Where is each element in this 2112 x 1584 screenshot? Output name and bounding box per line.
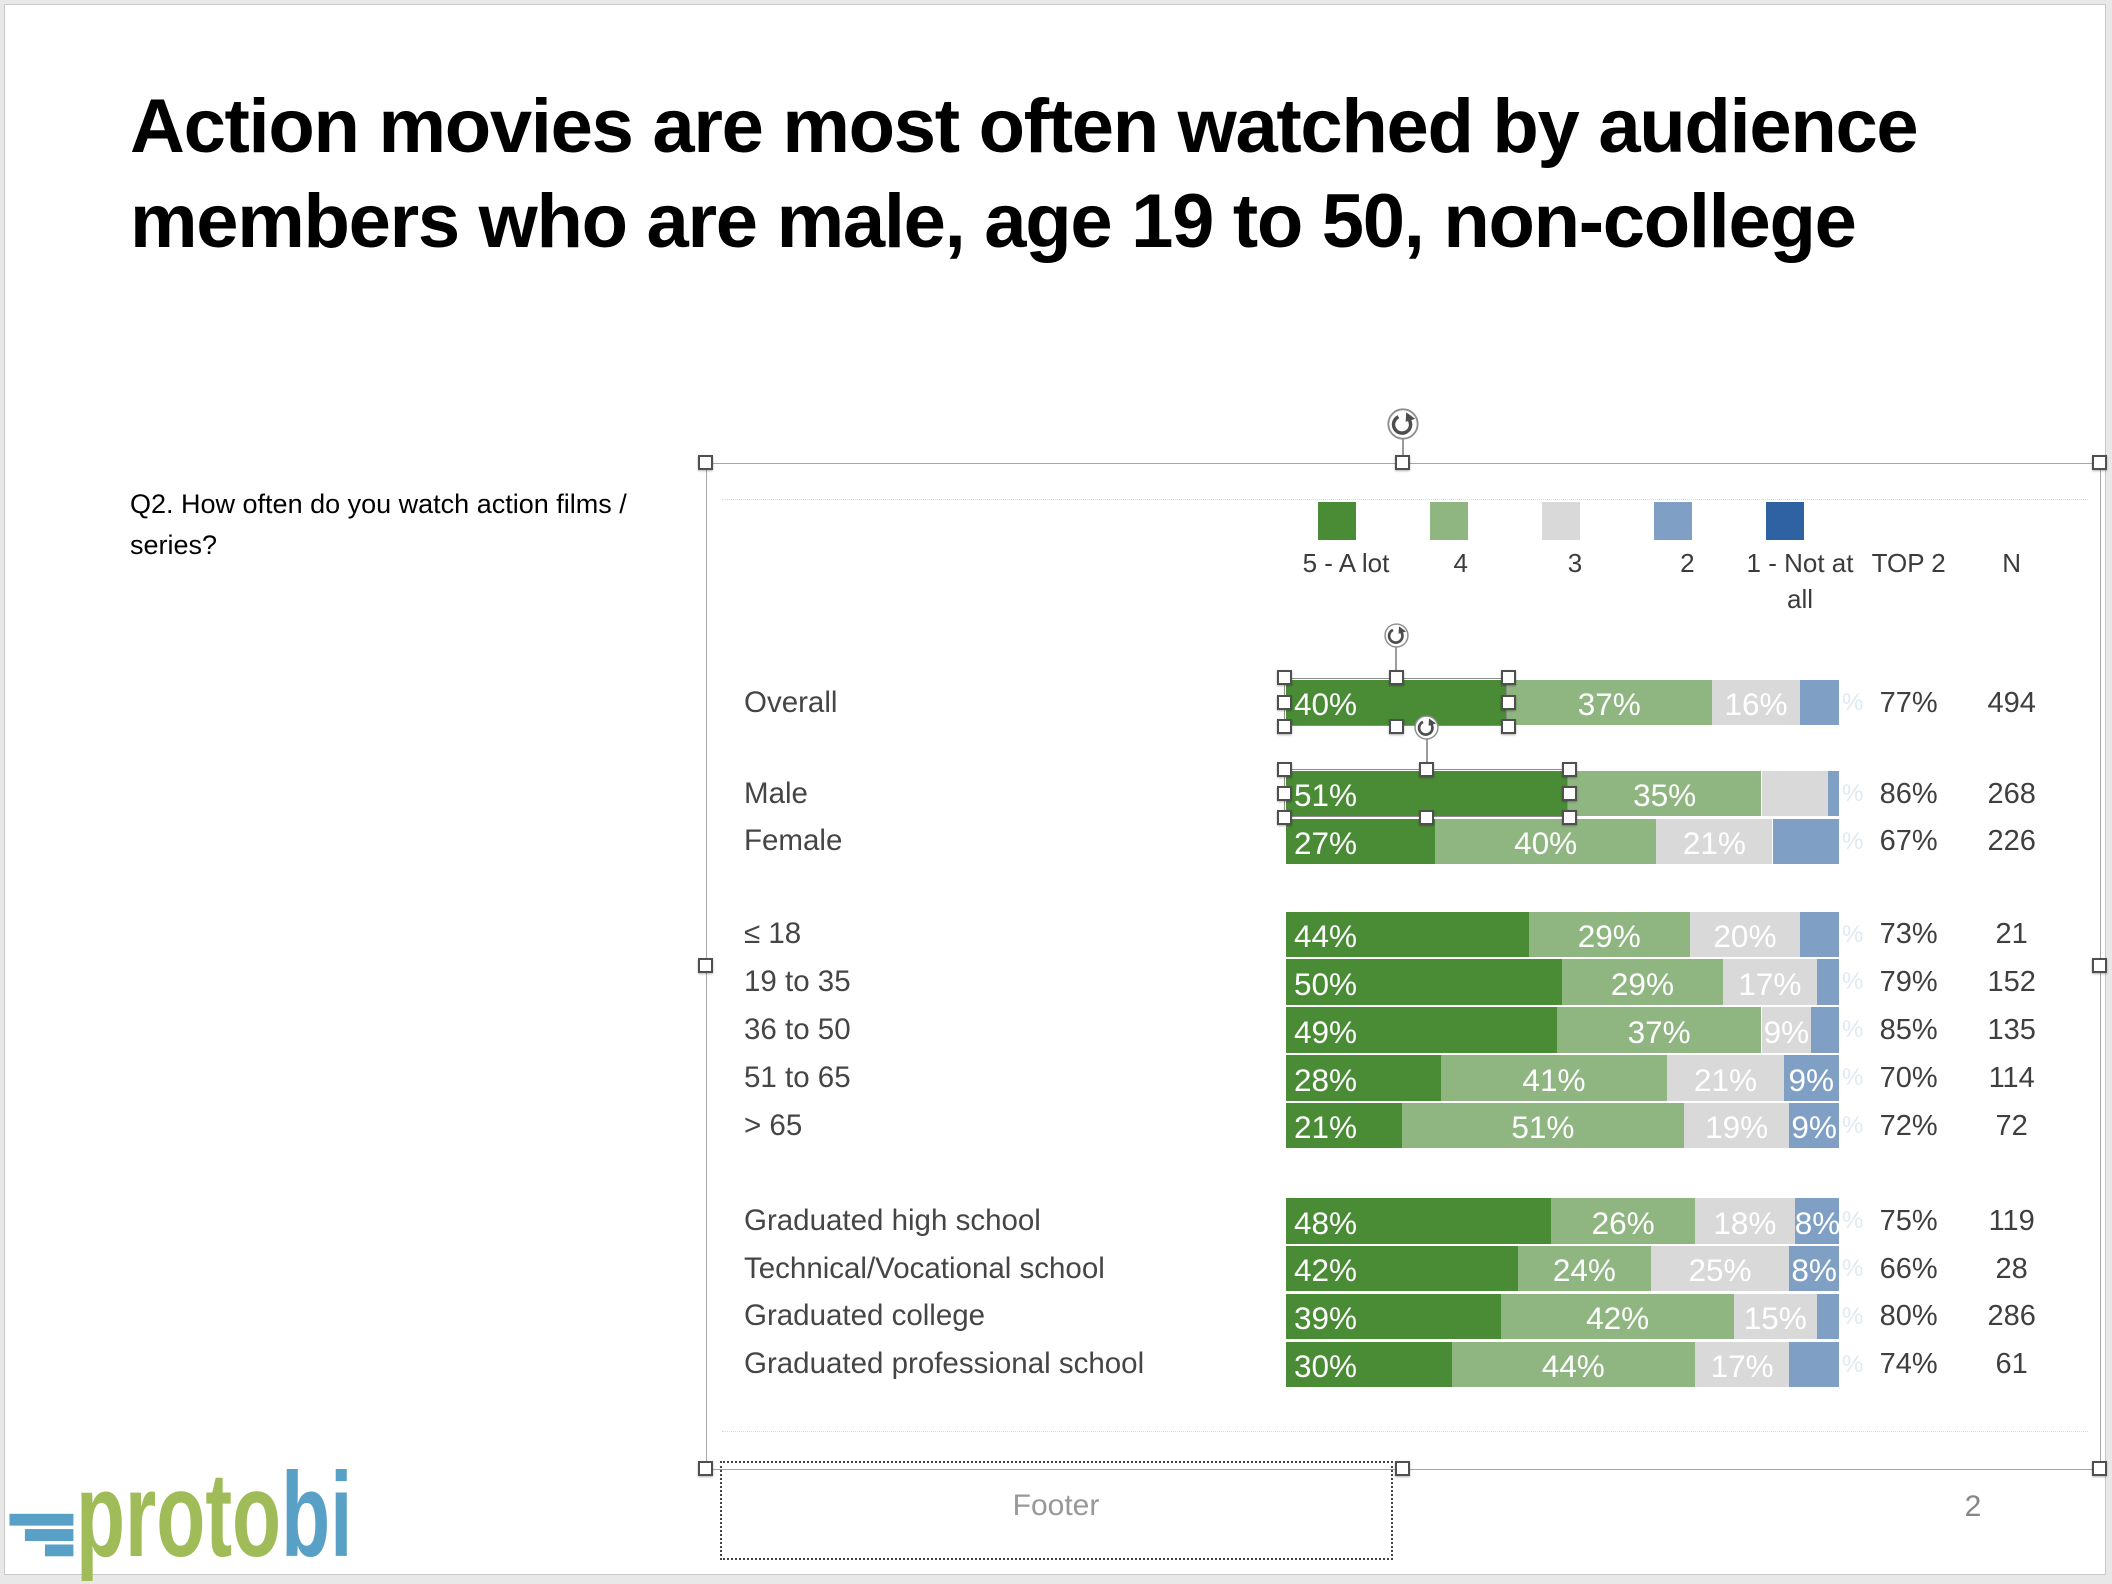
svg-text:protobi: protobi xyxy=(76,1456,352,1582)
